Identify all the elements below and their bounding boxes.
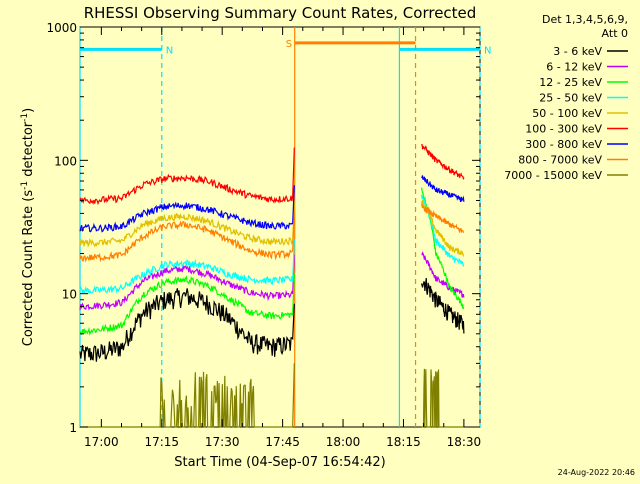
legend-label: 7000 - 15000 keV bbox=[504, 169, 602, 182]
series-line-pre bbox=[79, 200, 295, 248]
legend-label: 3 - 6 keV bbox=[553, 45, 602, 58]
flag-label: N bbox=[166, 45, 173, 56]
series-line-pre bbox=[79, 254, 295, 311]
legend-label: 25 - 50 keV bbox=[539, 92, 602, 105]
flag-label: S bbox=[286, 39, 292, 50]
series-line-post bbox=[421, 278, 465, 334]
y-axis-title-sup1: -1 bbox=[20, 181, 30, 190]
series-line-post bbox=[421, 368, 464, 428]
y-axis-title-group: Corrected Count Rate (s-1 detector-1) bbox=[20, 108, 36, 346]
x-tick-label: 18:30 bbox=[447, 435, 482, 449]
x-tick-label: 17:15 bbox=[144, 435, 179, 449]
series-line-pre bbox=[79, 288, 295, 362]
series-line-pre bbox=[79, 274, 295, 336]
x-tick-label: 18:00 bbox=[326, 435, 361, 449]
x-tick-label: 18:15 bbox=[386, 435, 421, 449]
series-line-post bbox=[421, 143, 465, 180]
series-line-pre bbox=[79, 147, 295, 206]
series-line-pre bbox=[79, 213, 295, 263]
series-line-post bbox=[420, 194, 465, 267]
flag-label: N bbox=[484, 45, 491, 56]
series-6 bbox=[79, 175, 465, 233]
legend: Det 1,3,4,5,6,9, Att 0 3 - 6 keV 6 - 12 k… bbox=[504, 13, 628, 182]
series-2 bbox=[79, 187, 465, 336]
series-line-post bbox=[421, 175, 465, 203]
series-line-pre bbox=[79, 239, 295, 295]
series-line-pre bbox=[80, 363, 295, 428]
y-axis-title-part1: Corrected Count Rate (s bbox=[21, 190, 36, 347]
legend-label: 50 - 100 keV bbox=[532, 107, 602, 120]
legend-label: 6 - 12 keV bbox=[546, 61, 602, 74]
series-layer bbox=[79, 143, 465, 428]
series-line-pre bbox=[79, 185, 295, 233]
legend-label: 800 - 7000 keV bbox=[518, 154, 602, 167]
instrument-flags: N NS bbox=[79, 27, 491, 427]
x-axis-title: Start Time (04-Sep-07 16:54:42) bbox=[174, 455, 385, 470]
x-tick-label: 17:30 bbox=[205, 435, 240, 449]
series-0 bbox=[79, 278, 465, 362]
y-axis-title-sup2: -1 bbox=[20, 113, 30, 122]
legend-entries: 3 - 6 keV 6 - 12 keV 12 - 25 keV 25 - 50 ke… bbox=[504, 45, 628, 182]
series-1 bbox=[79, 251, 465, 311]
legend-header-line1: Det 1,3,4,5,6,9, bbox=[542, 13, 628, 26]
series-3 bbox=[79, 194, 465, 295]
series-5 bbox=[79, 143, 465, 206]
x-tick-label: 17:00 bbox=[84, 435, 119, 449]
y-tick-label: 100 bbox=[54, 154, 77, 168]
footer-date: 24-Aug-2022 20:46 bbox=[558, 468, 635, 477]
chart-title: RHESSI Observing Summary Count Rates, Co… bbox=[84, 4, 477, 22]
series-line-post bbox=[421, 203, 465, 234]
y-axis-title-part3: ) bbox=[21, 108, 36, 113]
x-tick-label: 17:45 bbox=[265, 435, 300, 449]
series-line-post bbox=[421, 251, 465, 299]
y-axis-title: Corrected Count Rate (s-1 detector-1) bbox=[20, 108, 36, 346]
y-tick-label: 1000 bbox=[46, 21, 77, 35]
y-tick-label: 1 bbox=[69, 421, 77, 435]
y-axis-title-part2: detector bbox=[21, 121, 36, 181]
series-7 bbox=[79, 203, 465, 263]
legend-label: 12 - 25 keV bbox=[539, 76, 602, 89]
series-8 bbox=[80, 363, 464, 428]
legend-header-line2: Att 0 bbox=[602, 27, 628, 40]
axes-layer: 1 10 100 1000 17:00 17:15 17:30 17:45 18:00 18:15… bbox=[46, 21, 481, 449]
legend-label: 100 - 300 keV bbox=[525, 123, 602, 136]
legend-label: 300 - 800 keV bbox=[525, 138, 602, 151]
y-tick-label: 10 bbox=[62, 288, 77, 302]
